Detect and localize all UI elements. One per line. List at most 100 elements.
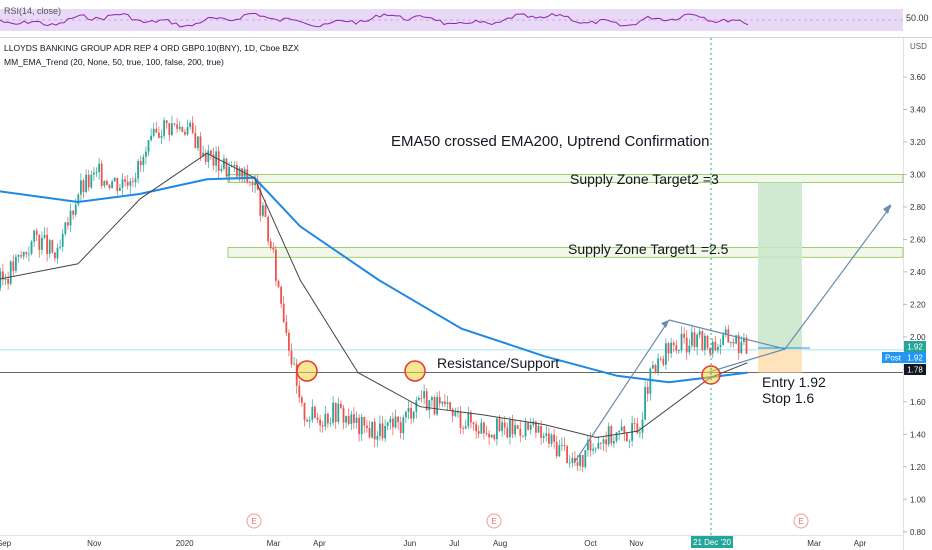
candle-body bbox=[48, 240, 51, 254]
price-badge-label: Post bbox=[885, 354, 902, 363]
candle-body bbox=[737, 335, 740, 354]
candle-body bbox=[524, 422, 527, 437]
candle-body bbox=[693, 332, 696, 348]
price-badge bbox=[904, 352, 926, 363]
candle-body bbox=[155, 128, 158, 133]
candle-body bbox=[675, 345, 678, 351]
y-tick-label: 0.80 bbox=[910, 528, 926, 537]
candle-body bbox=[457, 411, 459, 413]
candle-body bbox=[368, 428, 371, 438]
indicator-label: MM_EMA_Trend (20, None, 50, true, 100, f… bbox=[4, 57, 224, 67]
candle-body bbox=[301, 397, 303, 403]
candle-body bbox=[477, 431, 480, 434]
candle-body bbox=[342, 407, 345, 423]
x-tick-label: Aug bbox=[493, 539, 507, 548]
candle-body bbox=[134, 178, 137, 183]
candle-body bbox=[121, 179, 124, 188]
candle-body bbox=[644, 387, 647, 420]
candle-body bbox=[506, 427, 509, 438]
candle-body bbox=[220, 168, 223, 171]
candle-body bbox=[9, 261, 12, 284]
candle-body bbox=[470, 412, 472, 423]
rsi-label: RSI(14, close) bbox=[4, 6, 61, 16]
candle-body bbox=[722, 334, 725, 345]
price-badge-label: 1.92 bbox=[907, 354, 923, 363]
candle-body bbox=[262, 205, 264, 216]
earnings-marker[interactable] bbox=[793, 513, 809, 529]
candle-body bbox=[108, 184, 111, 189]
supply-zone-2 bbox=[227, 174, 904, 183]
pennant-upper-line bbox=[668, 319, 786, 350]
supply-zone-1 bbox=[227, 247, 904, 258]
price-badge-label: 1.92 bbox=[907, 343, 923, 352]
candle-body bbox=[701, 331, 704, 351]
candle-body bbox=[321, 425, 324, 427]
candle-body bbox=[620, 426, 623, 431]
candle-body bbox=[293, 363, 296, 365]
candle-body bbox=[61, 233, 64, 247]
ema-cross-annotation: EMA50 crossed EMA200, Uptrend Confirmati… bbox=[391, 133, 709, 150]
candle-body bbox=[332, 402, 335, 423]
candle-body bbox=[613, 440, 615, 444]
x-tick-label: Apr bbox=[313, 539, 326, 548]
candle-body bbox=[111, 181, 114, 189]
candle-body bbox=[379, 423, 381, 436]
candle-body bbox=[475, 424, 478, 432]
candle-body bbox=[412, 411, 415, 419]
y-tick-label: 2.40 bbox=[910, 268, 926, 277]
candle-body bbox=[20, 255, 23, 257]
candle-body bbox=[280, 286, 283, 304]
candle-body bbox=[706, 335, 709, 348]
candle-body bbox=[225, 158, 228, 177]
resistance-circle-1 bbox=[296, 360, 318, 382]
candle-body bbox=[740, 341, 743, 354]
candle-body bbox=[488, 433, 491, 438]
candle-body bbox=[290, 350, 293, 365]
price-badges: 1.92 Post 1.92 1.78 bbox=[882, 341, 926, 375]
candle-body bbox=[566, 446, 569, 464]
candle-body bbox=[259, 189, 262, 216]
candle-body bbox=[181, 126, 184, 132]
price-axis[interactable]: 0.801.001.201.401.601.802.002.202.402.60… bbox=[903, 73, 926, 537]
candle-body bbox=[59, 246, 62, 248]
candle-body bbox=[103, 180, 106, 186]
candle-body bbox=[373, 421, 376, 440]
candle-body bbox=[696, 334, 699, 348]
ema50-line bbox=[0, 152, 748, 439]
price-badge bbox=[904, 364, 926, 375]
candle-body bbox=[186, 127, 189, 135]
candle-body bbox=[269, 241, 272, 248]
candle-body bbox=[74, 204, 77, 215]
candle-body bbox=[98, 163, 101, 173]
candle-body bbox=[691, 332, 693, 346]
time-axis[interactable]: SepNov2020MarAprJunJulAugOctNov21MarApr bbox=[0, 539, 867, 548]
candle-body bbox=[358, 417, 361, 435]
earnings-marker-label: E bbox=[798, 517, 803, 526]
candle-body bbox=[0, 271, 2, 288]
x-tick-label: Nov bbox=[87, 539, 101, 548]
earnings-marker[interactable] bbox=[486, 513, 502, 529]
candle-body bbox=[142, 156, 145, 166]
candle-body bbox=[386, 422, 389, 427]
earnings-marker[interactable] bbox=[246, 513, 262, 529]
candle-body bbox=[366, 425, 368, 429]
earnings-marker-label: E bbox=[491, 517, 496, 526]
candle-body bbox=[553, 434, 556, 442]
currency-label: USD bbox=[910, 42, 927, 51]
trend-drawings bbox=[296, 204, 892, 464]
candle-body bbox=[113, 177, 116, 182]
candle-body bbox=[550, 434, 553, 444]
candle-body bbox=[22, 251, 25, 257]
candle-body bbox=[360, 416, 363, 435]
candle-body bbox=[535, 421, 537, 433]
ema200-line bbox=[0, 176, 748, 384]
candle-body bbox=[493, 434, 496, 440]
resistance-annotation: Resistance/Support bbox=[437, 355, 559, 371]
candle-body bbox=[340, 403, 342, 408]
candle-body bbox=[626, 433, 628, 442]
candle-body bbox=[376, 435, 379, 440]
candle-body bbox=[745, 337, 748, 354]
candle-body bbox=[389, 418, 392, 423]
